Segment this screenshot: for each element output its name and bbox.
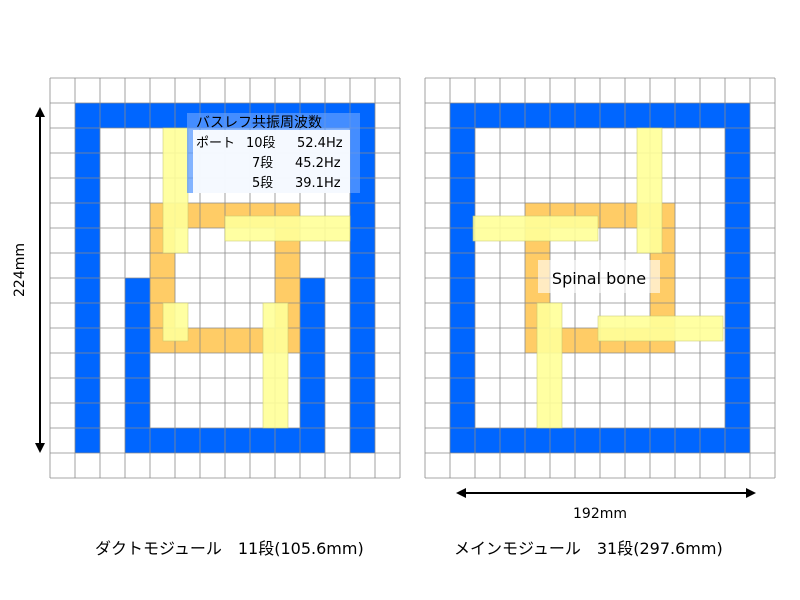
board-piece bbox=[472, 215, 599, 242]
width-label: 192mm bbox=[573, 506, 627, 522]
stages-1: 7段 bbox=[252, 156, 273, 171]
board-piece bbox=[162, 127, 189, 254]
height-label: 224mm bbox=[12, 243, 28, 297]
board-piece bbox=[162, 302, 189, 342]
resonance-box-body bbox=[193, 130, 350, 193]
freq-1: 45.2Hz bbox=[295, 156, 341, 171]
spinal-bone-text: Spinal bone bbox=[552, 269, 646, 288]
board-piece bbox=[262, 302, 289, 429]
spinal-bone-label-bg bbox=[538, 260, 660, 293]
port-label: ポート bbox=[196, 136, 235, 151]
freq-0: 52.4Hz bbox=[297, 136, 343, 151]
duct-module-caption: ダクトモジュール 11段(105.6mm) bbox=[95, 539, 364, 558]
board-piece bbox=[224, 215, 351, 242]
main-module-caption: メインモジュール 31段(297.6mm) bbox=[454, 539, 723, 558]
spinal-bone-label: Spinal bone bbox=[538, 260, 660, 293]
resonance-box-title: バスレフ共振周波数 bbox=[196, 115, 322, 131]
freq-2: 39.1Hz bbox=[295, 176, 341, 191]
stages-0: 10段 bbox=[246, 136, 276, 151]
enclosure-wall bbox=[300, 278, 325, 453]
board-piece bbox=[536, 302, 563, 429]
enclosure-wall bbox=[125, 278, 150, 453]
board-piece bbox=[597, 315, 724, 342]
board-piece bbox=[636, 127, 663, 254]
resonance-frequency-box: バスレフ共振周波数 ポート 10段 52.4Hz 7段 45.2Hz 5段 39… bbox=[187, 113, 360, 193]
stages-2: 5段 bbox=[252, 176, 273, 191]
